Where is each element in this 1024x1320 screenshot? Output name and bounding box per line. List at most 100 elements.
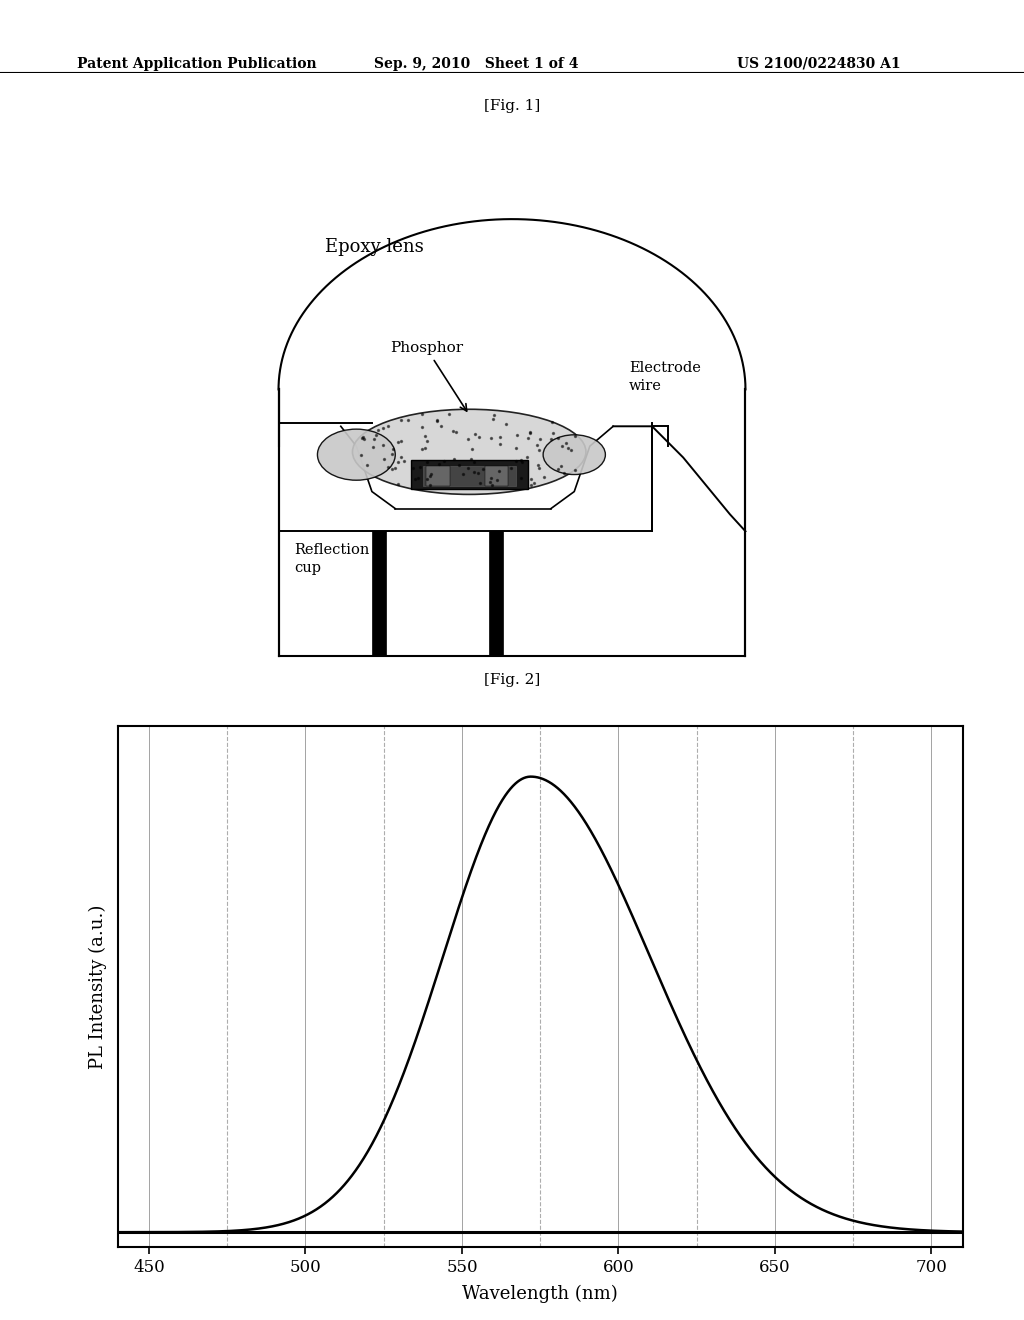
Point	[417, 426, 433, 447]
Point	[383, 444, 399, 465]
Point	[440, 404, 457, 425]
Point	[387, 458, 403, 479]
Point	[429, 411, 445, 432]
Text: Patent Application Publication: Patent Application Publication	[77, 57, 316, 71]
Point	[355, 426, 372, 447]
Point	[399, 409, 416, 430]
Point	[520, 428, 537, 449]
Point	[567, 425, 584, 446]
Point	[356, 429, 373, 450]
Point	[431, 453, 447, 474]
Point	[433, 416, 450, 437]
Point	[385, 438, 401, 459]
X-axis label: Wavelength (nm): Wavelength (nm)	[462, 1284, 618, 1303]
Point	[369, 424, 385, 445]
Text: [Fig. 1]: [Fig. 1]	[484, 99, 540, 114]
Point	[390, 432, 407, 453]
Bar	[423, 466, 516, 486]
Point	[550, 458, 566, 479]
Y-axis label: PL Intensity (a.u.): PL Intensity (a.u.)	[88, 904, 106, 1069]
Point	[371, 420, 387, 441]
Point	[519, 446, 536, 467]
Point	[460, 458, 476, 479]
Point	[553, 455, 569, 477]
Point	[562, 440, 579, 461]
Point	[493, 426, 509, 447]
Point	[529, 434, 546, 455]
Point	[452, 454, 468, 475]
Point	[393, 409, 410, 430]
Point	[390, 474, 407, 495]
Point	[380, 414, 396, 436]
Point	[545, 422, 561, 444]
Point	[523, 474, 540, 495]
Point	[483, 467, 500, 488]
Bar	[426, 466, 450, 486]
Bar	[488, 532, 503, 656]
Point	[492, 433, 508, 454]
Point	[482, 471, 499, 492]
Text: Sep. 9, 2010   Sheet 1 of 4: Sep. 9, 2010 Sheet 1 of 4	[374, 57, 579, 71]
Point	[429, 411, 445, 432]
Point	[466, 451, 482, 473]
Point	[485, 408, 502, 429]
Point	[543, 428, 559, 449]
Bar	[411, 461, 527, 488]
Point	[393, 430, 410, 451]
Point	[558, 433, 574, 454]
Point	[375, 418, 391, 440]
Point	[529, 454, 546, 475]
Point	[556, 462, 572, 483]
Text: Phosphor: Phosphor	[390, 342, 467, 411]
Point	[353, 445, 370, 466]
Point	[419, 469, 435, 490]
Point	[414, 404, 430, 425]
Point	[423, 463, 439, 484]
Ellipse shape	[352, 409, 586, 495]
Point	[530, 458, 547, 479]
Point	[522, 422, 539, 444]
Point	[508, 438, 524, 459]
Point	[488, 469, 505, 490]
Ellipse shape	[317, 429, 395, 480]
Bar	[484, 466, 508, 486]
Point	[486, 404, 503, 425]
Point	[498, 413, 514, 434]
Point	[366, 429, 382, 450]
Point	[513, 467, 529, 488]
Bar	[372, 532, 386, 656]
Point	[483, 428, 500, 449]
Point	[460, 429, 476, 450]
Point	[509, 424, 525, 445]
Ellipse shape	[543, 434, 605, 475]
Point	[492, 461, 508, 482]
Point	[380, 457, 396, 478]
Text: US 2100/0224830 A1: US 2100/0224830 A1	[737, 57, 901, 71]
Point	[513, 450, 529, 471]
Point	[396, 450, 413, 471]
Point	[553, 436, 569, 457]
Point	[464, 438, 480, 459]
Point	[522, 469, 539, 490]
Point	[467, 424, 483, 445]
Point	[503, 458, 519, 479]
Point	[530, 440, 547, 461]
Point	[471, 426, 487, 447]
Point	[410, 467, 426, 488]
Point	[444, 420, 461, 441]
Point	[358, 455, 375, 477]
Point	[365, 436, 381, 457]
Text: Reflection
cup: Reflection cup	[294, 543, 370, 576]
Point	[422, 475, 438, 496]
Point	[483, 475, 500, 496]
Text: Electrode
wire: Electrode wire	[629, 362, 700, 393]
Point	[414, 417, 430, 438]
Point	[392, 446, 409, 467]
Point	[522, 422, 539, 444]
Point	[414, 438, 430, 459]
Point	[404, 457, 421, 478]
Point	[550, 428, 566, 449]
Point	[463, 449, 479, 470]
Point	[412, 457, 428, 478]
Point	[445, 449, 462, 470]
